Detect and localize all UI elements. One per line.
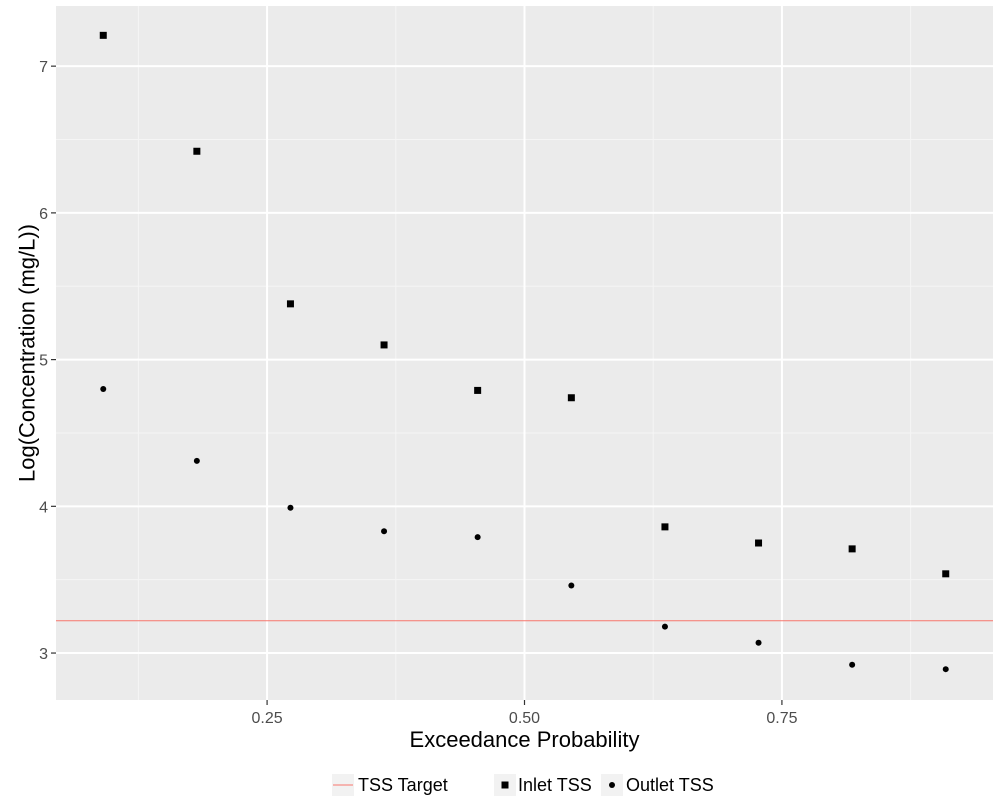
inlet-tss-point [661, 523, 669, 531]
x-tick-label: 0.50 [509, 710, 540, 727]
legend: TSS Target Inlet TSS Outlet TSS [332, 774, 714, 796]
legend-key-inlet-tss [501, 781, 509, 789]
outlet-tss-point [193, 457, 200, 464]
major-grid [56, 6, 993, 700]
inlet-tss-point [286, 300, 294, 308]
inlet-tss-point [567, 394, 575, 402]
outlet-tss-point [942, 666, 949, 673]
outlet-tss-point [474, 534, 481, 541]
legend-label-inlet-tss: Inlet TSS [518, 775, 592, 795]
outlet-tss-point [755, 639, 762, 646]
y-axis-title: Log(Concentration (mg/L)) [15, 224, 40, 482]
y-tick-label: 4 [39, 499, 48, 516]
outlet-tss-point [381, 528, 388, 535]
legend-key-outlet-tss [609, 782, 615, 788]
x-tick-label: 0.75 [766, 710, 797, 727]
tick-labels: 0.25 0.50 0.75 3 4 5 6 7 [39, 59, 797, 727]
y-tick-label: 5 [39, 353, 48, 370]
y-tick-label: 7 [39, 59, 48, 76]
legend-label-tss-target: TSS Target [358, 775, 448, 795]
legend-label-outlet-tss: Outlet TSS [626, 775, 714, 795]
y-tick-label: 6 [39, 206, 48, 223]
inlet-tss-point [848, 545, 856, 553]
y-tick-label: 3 [39, 646, 48, 663]
inlet-tss-point [99, 31, 107, 39]
x-axis-title: Exceedance Probability [410, 727, 640, 752]
inlet-tss-point [755, 539, 763, 547]
outlet-tss-point [661, 623, 668, 630]
outlet-tss-point [287, 504, 294, 511]
x-tick-label: 0.25 [252, 710, 283, 727]
inlet-tss-point [474, 386, 482, 394]
inlet-tss-point [942, 570, 950, 578]
inlet-tss-point [193, 147, 201, 155]
axis-ticks [51, 65, 783, 705]
inlet-tss-point [380, 341, 388, 349]
outlet-tss-point [100, 385, 107, 392]
data-points [99, 31, 950, 673]
outlet-tss-point [849, 661, 856, 668]
outlet-tss-point [568, 582, 575, 589]
